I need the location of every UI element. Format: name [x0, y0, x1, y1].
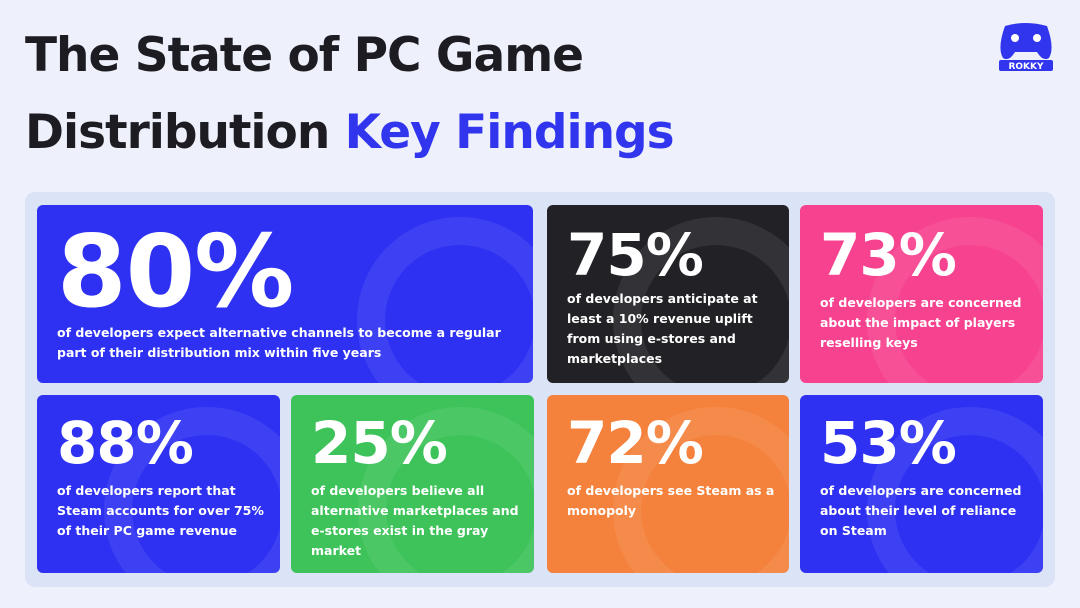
stat-description: of developers believe all alternative ma… [311, 483, 519, 558]
stat-description: of developers are concerned about the im… [820, 295, 1022, 350]
title-text: Distribution [25, 105, 330, 160]
stat-card: 75% of developers anticipate at least a 1… [547, 205, 789, 383]
stat-value: 73% [820, 221, 957, 289]
stat-value: 53% [820, 409, 957, 477]
stat-card: 73% of developers are concerned about the… [800, 205, 1043, 383]
stat-description: of developers report that Steam accounts… [57, 483, 264, 538]
stat-value: 80% [57, 213, 294, 330]
stat-description: of developers anticipate at least a 10% … [567, 291, 758, 366]
stat-value: 88% [57, 409, 194, 477]
stat-card: 80% of developers expect alternative chan… [37, 205, 533, 383]
stat-card: 25% of developers believe all alternative… [291, 395, 534, 573]
stat-card: 72% of developers see Steam as a monopoly [547, 395, 789, 573]
stat-value: 25% [311, 409, 448, 477]
stat-description: of developers see Steam as a monopoly [567, 483, 775, 518]
stat-card: 88% of developers report that Steam accou… [37, 395, 280, 573]
stat-card: 53% of developers are concerned about the… [800, 395, 1043, 573]
stat-value: 75% [567, 221, 704, 289]
title-line: Distribution Key Findings [25, 105, 675, 160]
logo: ROKKY [999, 23, 1053, 72]
logo-text: ROKKY [1008, 62, 1044, 72]
stat-value: 72% [567, 409, 704, 477]
title-line: The State of PC Game [25, 28, 584, 83]
title-highlight: Key Findings [344, 105, 675, 160]
stat-description: of developers expect alternative channel… [57, 325, 501, 360]
stat-description: of developers are concerned about their … [820, 483, 1022, 538]
